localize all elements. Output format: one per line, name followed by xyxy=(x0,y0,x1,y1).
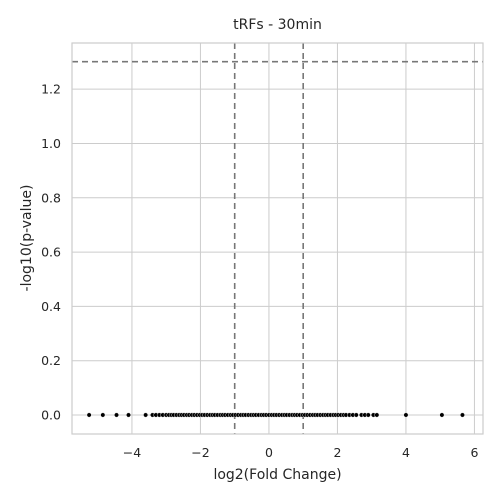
data-point xyxy=(403,412,409,418)
data-point xyxy=(143,412,149,418)
data-point xyxy=(374,412,380,418)
threshold-lines xyxy=(72,43,483,434)
data-point xyxy=(460,412,465,418)
x-axis-label: log2(Fold Change) xyxy=(213,467,341,483)
y-tick-label: 1.2 xyxy=(41,82,61,97)
y-tick-label: 0.4 xyxy=(41,299,61,314)
y-tick-label: 0.6 xyxy=(41,245,61,260)
x-tick-label: 4 xyxy=(402,445,410,460)
data-point xyxy=(100,412,106,418)
chart-title: tRFs - 30min xyxy=(233,17,322,33)
x-tick-labels: −4 −2 0 2 4 6 xyxy=(123,445,479,460)
y-tick-labels: 0.0 0.2 0.4 0.6 0.8 1.0 1.2 xyxy=(41,82,61,423)
y-axis-label: -log10(p-value) xyxy=(19,185,35,292)
x-tick-label: −2 xyxy=(191,445,209,460)
data-point xyxy=(114,412,119,418)
data-point xyxy=(365,412,371,418)
y-tick-label: 0.2 xyxy=(41,353,61,368)
data-points xyxy=(86,412,465,418)
grid xyxy=(72,43,483,434)
data-point xyxy=(126,412,131,418)
data-point xyxy=(439,412,445,418)
data-point xyxy=(353,412,359,418)
y-tick-label: 0.8 xyxy=(41,190,61,205)
x-tick-label: 6 xyxy=(470,445,478,460)
x-tick-label: −4 xyxy=(123,445,141,460)
x-tick-label: 0 xyxy=(265,445,273,460)
x-tick-label: 2 xyxy=(333,445,341,460)
data-point xyxy=(86,412,92,418)
y-tick-label: 1.0 xyxy=(41,136,61,151)
y-tick-label: 0.0 xyxy=(41,407,61,422)
plot-frame xyxy=(71,42,484,435)
